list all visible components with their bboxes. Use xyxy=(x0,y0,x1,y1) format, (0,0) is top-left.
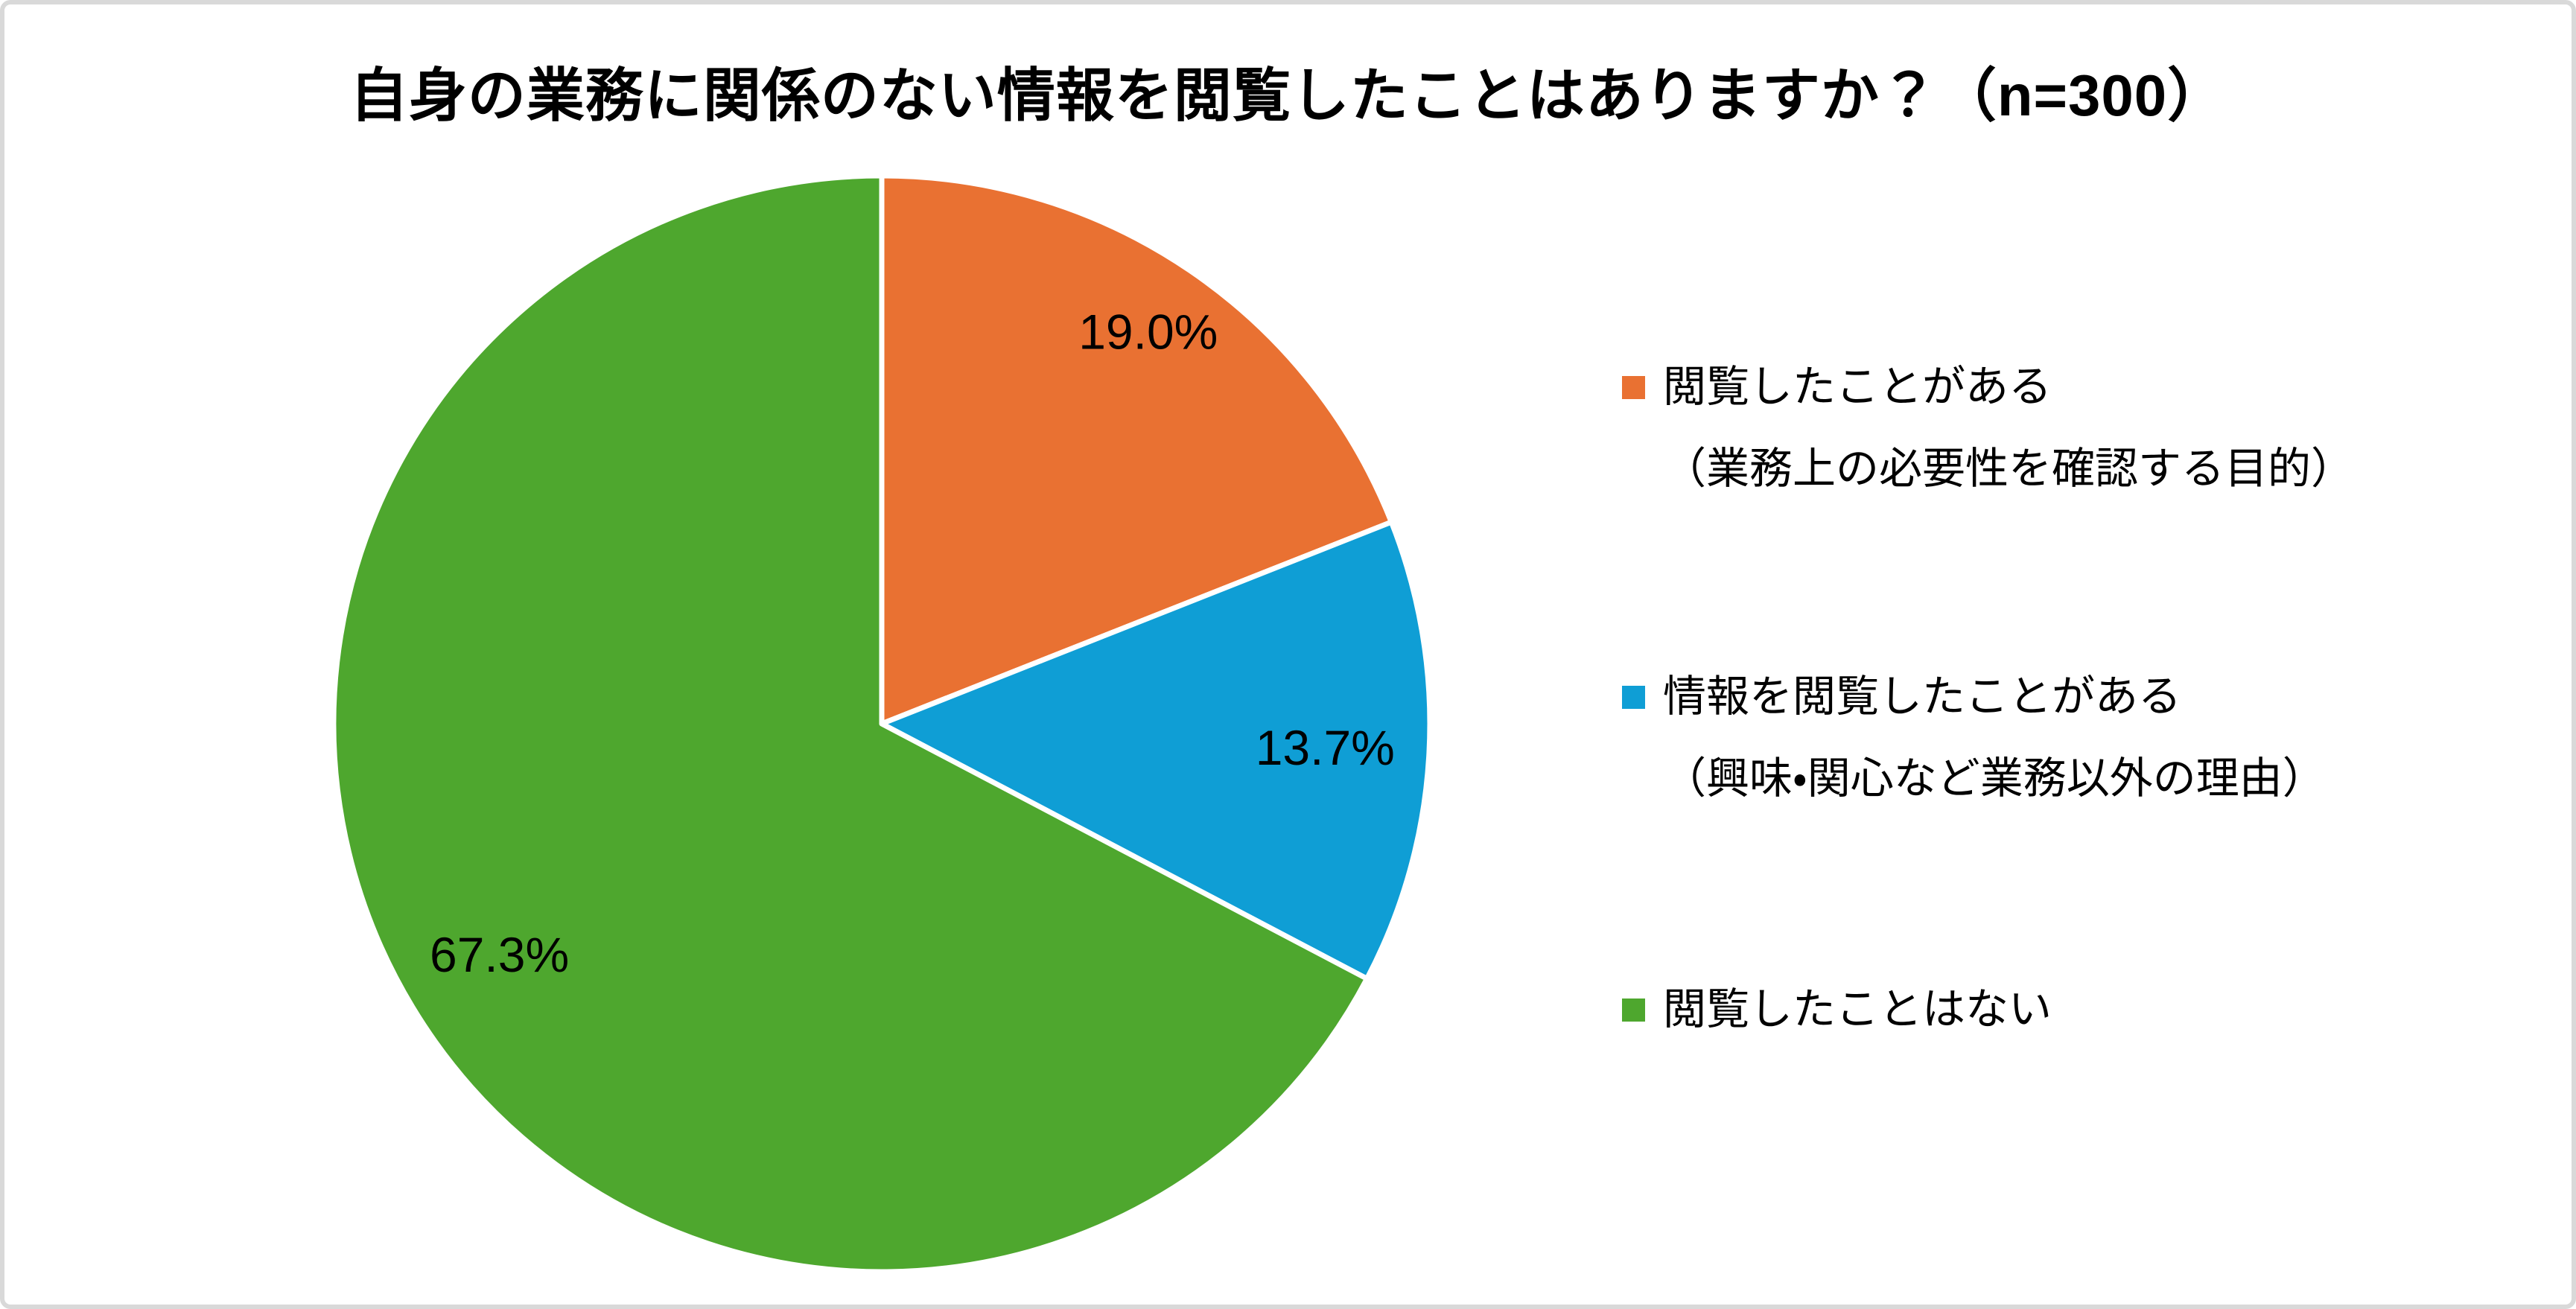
pie-data-label-1: 19.0% xyxy=(1078,304,1218,359)
legend-marker-icon xyxy=(1622,999,1645,1022)
legend: 閲覧したことがある （業務上の必要性を確認する目的） 情報を閲覧したことがある （興味… xyxy=(4,4,2572,1305)
pie-slice-1 xyxy=(879,173,1394,727)
legend-item-3: 閲覧したことはない xyxy=(1622,969,2052,1051)
legend-marker-icon xyxy=(1622,376,1645,399)
pie-data-label-3: 67.3% xyxy=(430,927,569,982)
pie-slice-3 xyxy=(331,173,1370,1275)
chart-title: 自身の業務に関係のない情報を閲覧したことはありますか？（n=300） xyxy=(349,63,2227,128)
legend-label: 情報を閲覧したことがある （興味・関心など業務以外の理由） xyxy=(1663,672,2326,803)
legend-item-1: 閲覧したことがある （業務上の必要性を確認する目的） xyxy=(1622,346,2354,510)
legend-marker-icon xyxy=(1622,686,1645,709)
legend-label: 閲覧したことはない xyxy=(1663,985,2052,1033)
pie-slice-2 xyxy=(879,519,1433,981)
pie-data-label-2: 13.7% xyxy=(1256,720,1395,775)
pie-chart: 19.0% 13.7% 67.3% xyxy=(331,173,1433,1275)
legend-label: 閲覧したことがある （業務上の必要性を確認する目的） xyxy=(1663,363,2355,493)
legend-item-2: 情報を閲覧したことがある （興味・関心など業務以外の理由） xyxy=(1622,656,2326,820)
